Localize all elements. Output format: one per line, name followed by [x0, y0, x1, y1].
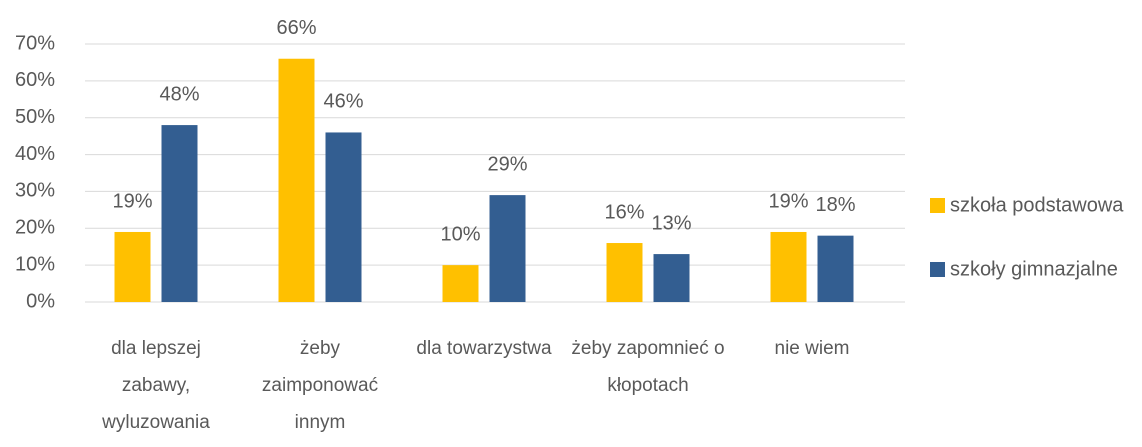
- value-label: 29%: [487, 153, 527, 175]
- x-tick-label: nie wiem: [774, 338, 850, 359]
- y-tick-label: 70%: [15, 32, 55, 54]
- x-tick-label: dla towarzystwa: [416, 338, 552, 359]
- y-tick-label: 0%: [26, 290, 55, 312]
- bar: [325, 132, 362, 302]
- x-tick-label: żeby zaimponować innym: [261, 338, 379, 433]
- y-tick-label: 50%: [15, 106, 55, 128]
- x-tick-label: żeby zapomnieć o kłopotach: [571, 338, 725, 396]
- bar: [161, 125, 198, 302]
- bar: [770, 231, 807, 302]
- value-label: 13%: [651, 212, 691, 234]
- y-tick-label: 30%: [15, 180, 55, 202]
- value-label: 18%: [815, 194, 855, 216]
- legend-label: szkoła podstawowa: [950, 194, 1124, 216]
- bar: [653, 254, 690, 302]
- value-label: 46%: [323, 91, 363, 113]
- bar: [606, 243, 643, 302]
- y-tick-label: 10%: [15, 253, 55, 275]
- x-tick-label: dla lepszej zabawy, wyluzowania: [102, 338, 210, 433]
- value-label: 48%: [159, 83, 199, 105]
- value-label: 16%: [604, 201, 644, 223]
- bar: [278, 58, 315, 302]
- value-label: 66%: [276, 17, 316, 39]
- bar: [442, 265, 479, 302]
- y-tick-label: 40%: [15, 143, 55, 165]
- legend-label: szkoły gimnazjalne: [950, 258, 1118, 280]
- bar: [489, 195, 526, 302]
- value-label: 19%: [112, 190, 152, 212]
- y-tick-label: 60%: [15, 69, 55, 91]
- legend-swatch: [930, 262, 945, 277]
- bar: [114, 231, 151, 302]
- y-tick-label: 20%: [15, 217, 55, 239]
- value-label: 10%: [440, 223, 480, 245]
- value-label: 19%: [768, 190, 808, 212]
- bar: [817, 235, 854, 302]
- legend-swatch: [930, 198, 945, 213]
